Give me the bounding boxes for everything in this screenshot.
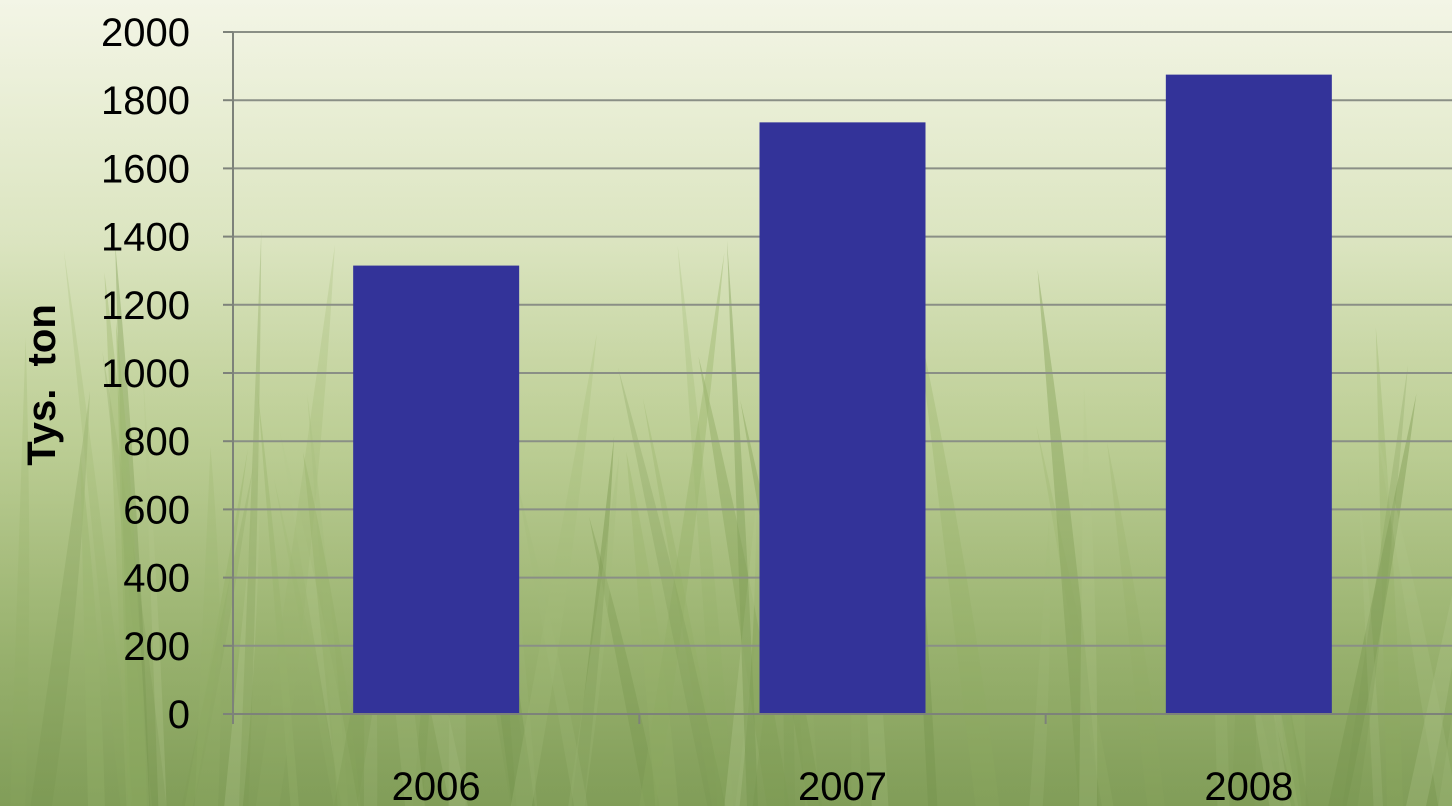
bar-2007 (759, 122, 926, 715)
y-tick-label: 2000 (101, 11, 190, 55)
y-tick-label: 200 (123, 625, 190, 669)
y-axis-tick-labels: 0 200 400 600 800 1000 1200 1400 1600 1800 2000 (101, 11, 190, 737)
bars (353, 74, 1332, 715)
x-tick-label: 2007 (798, 765, 887, 806)
y-axis-title: Tys. ton (20, 304, 64, 465)
y-tick-label: 0 (168, 693, 190, 737)
y-tick-label: 1200 (101, 284, 190, 328)
y-tick-label: 800 (123, 420, 190, 464)
x-axis-tick-labels: 2006 2007 2008 (392, 765, 1294, 809)
y-tick-label: 400 (123, 557, 190, 601)
bar-2008 (1165, 74, 1332, 714)
y-tick-label: 1400 (101, 216, 190, 260)
y-tick-label: 600 (123, 488, 190, 532)
y-tick-label: 1000 (101, 352, 190, 396)
x-tick-label: 2008 (1204, 765, 1293, 806)
y-tick-label: 1800 (101, 79, 190, 123)
bar-2006 (353, 265, 520, 714)
x-tick-label: 2006 (392, 765, 481, 806)
y-tick-label: 1600 (101, 147, 190, 191)
axes (223, 31, 1452, 724)
